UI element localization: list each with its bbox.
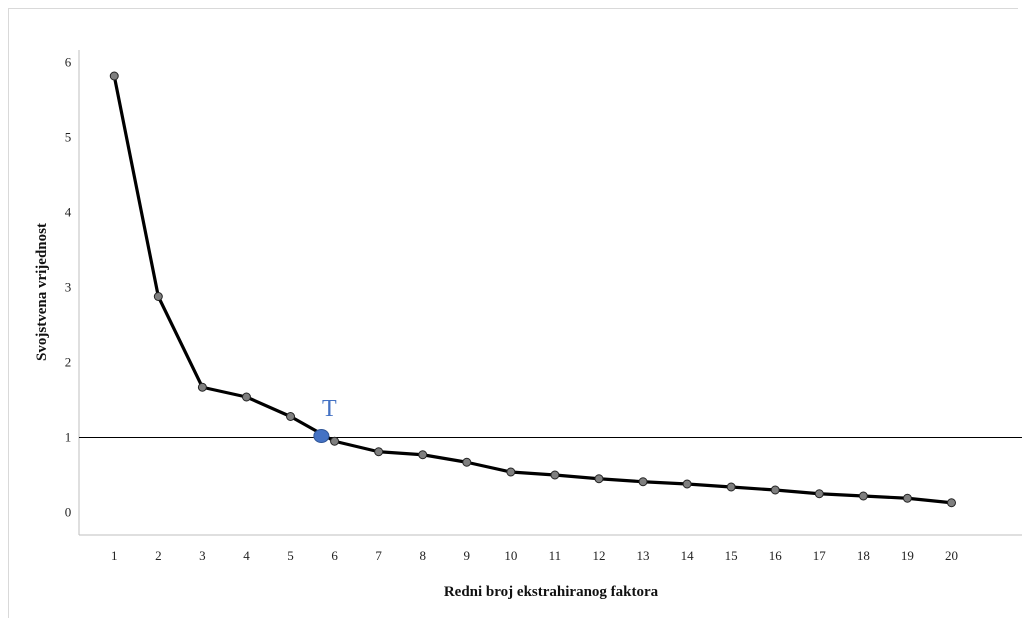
data-point — [726, 482, 736, 492]
x-tick-label: 14 — [681, 548, 695, 563]
x-tick-label: 18 — [857, 548, 870, 563]
x-tick-label: 19 — [901, 548, 914, 563]
x-tick-label: 13 — [637, 548, 650, 563]
x-tick-label: 4 — [243, 548, 250, 563]
x-tick-label: 16 — [769, 548, 783, 563]
x-tick-label: 11 — [549, 548, 562, 563]
series-group — [109, 71, 956, 508]
y-tick-label: 0 — [65, 505, 72, 520]
x-tick-label: 15 — [725, 548, 738, 563]
x-tick-label: 20 — [945, 548, 958, 563]
annotation-marker — [313, 429, 330, 443]
y-tick-label: 5 — [65, 130, 72, 145]
data-point — [902, 493, 912, 503]
data-point — [197, 382, 207, 392]
annotation-label: T — [322, 396, 337, 422]
x-axis-title: Redni broj ekstrahiranog faktora — [444, 584, 659, 600]
data-point — [682, 479, 692, 489]
y-tick-label: 3 — [65, 280, 72, 295]
data-point — [462, 457, 472, 467]
data-point — [946, 498, 956, 508]
data-point — [858, 491, 868, 501]
data-point — [153, 292, 163, 301]
x-tick-label: 17 — [813, 548, 827, 563]
y-tick-label: 4 — [65, 205, 72, 220]
y-axis-title: Svojstvena vrijednost — [34, 223, 50, 361]
data-point — [638, 477, 648, 487]
data-point — [241, 392, 251, 402]
data-point — [550, 470, 560, 480]
x-tick-label: 7 — [375, 548, 382, 563]
x-tick-label: 2 — [155, 548, 162, 563]
x-tick-label: 8 — [419, 548, 426, 563]
data-point — [814, 489, 824, 499]
x-tick-label: 10 — [504, 548, 517, 563]
data-point — [286, 412, 296, 421]
chart-frame — [8, 8, 1018, 618]
axes — [78, 50, 1022, 536]
x-tick-label: 9 — [464, 548, 471, 563]
y-tick-label: 2 — [65, 355, 72, 370]
x-tick-label: 6 — [331, 548, 338, 563]
y-tick-label: 6 — [65, 55, 72, 70]
x-tick-label: 3 — [199, 548, 206, 563]
x-tick-label: 1 — [111, 548, 118, 563]
series-line — [112, 74, 954, 505]
data-point — [330, 436, 340, 446]
data-point — [594, 474, 604, 484]
data-point — [506, 467, 516, 477]
data-point — [109, 71, 119, 81]
data-point — [770, 485, 780, 495]
x-tick-label: 5 — [287, 548, 294, 563]
y-tick-label: 1 — [65, 430, 72, 445]
x-tick-label: 12 — [592, 548, 605, 563]
data-point — [418, 450, 428, 460]
data-point — [374, 447, 384, 457]
